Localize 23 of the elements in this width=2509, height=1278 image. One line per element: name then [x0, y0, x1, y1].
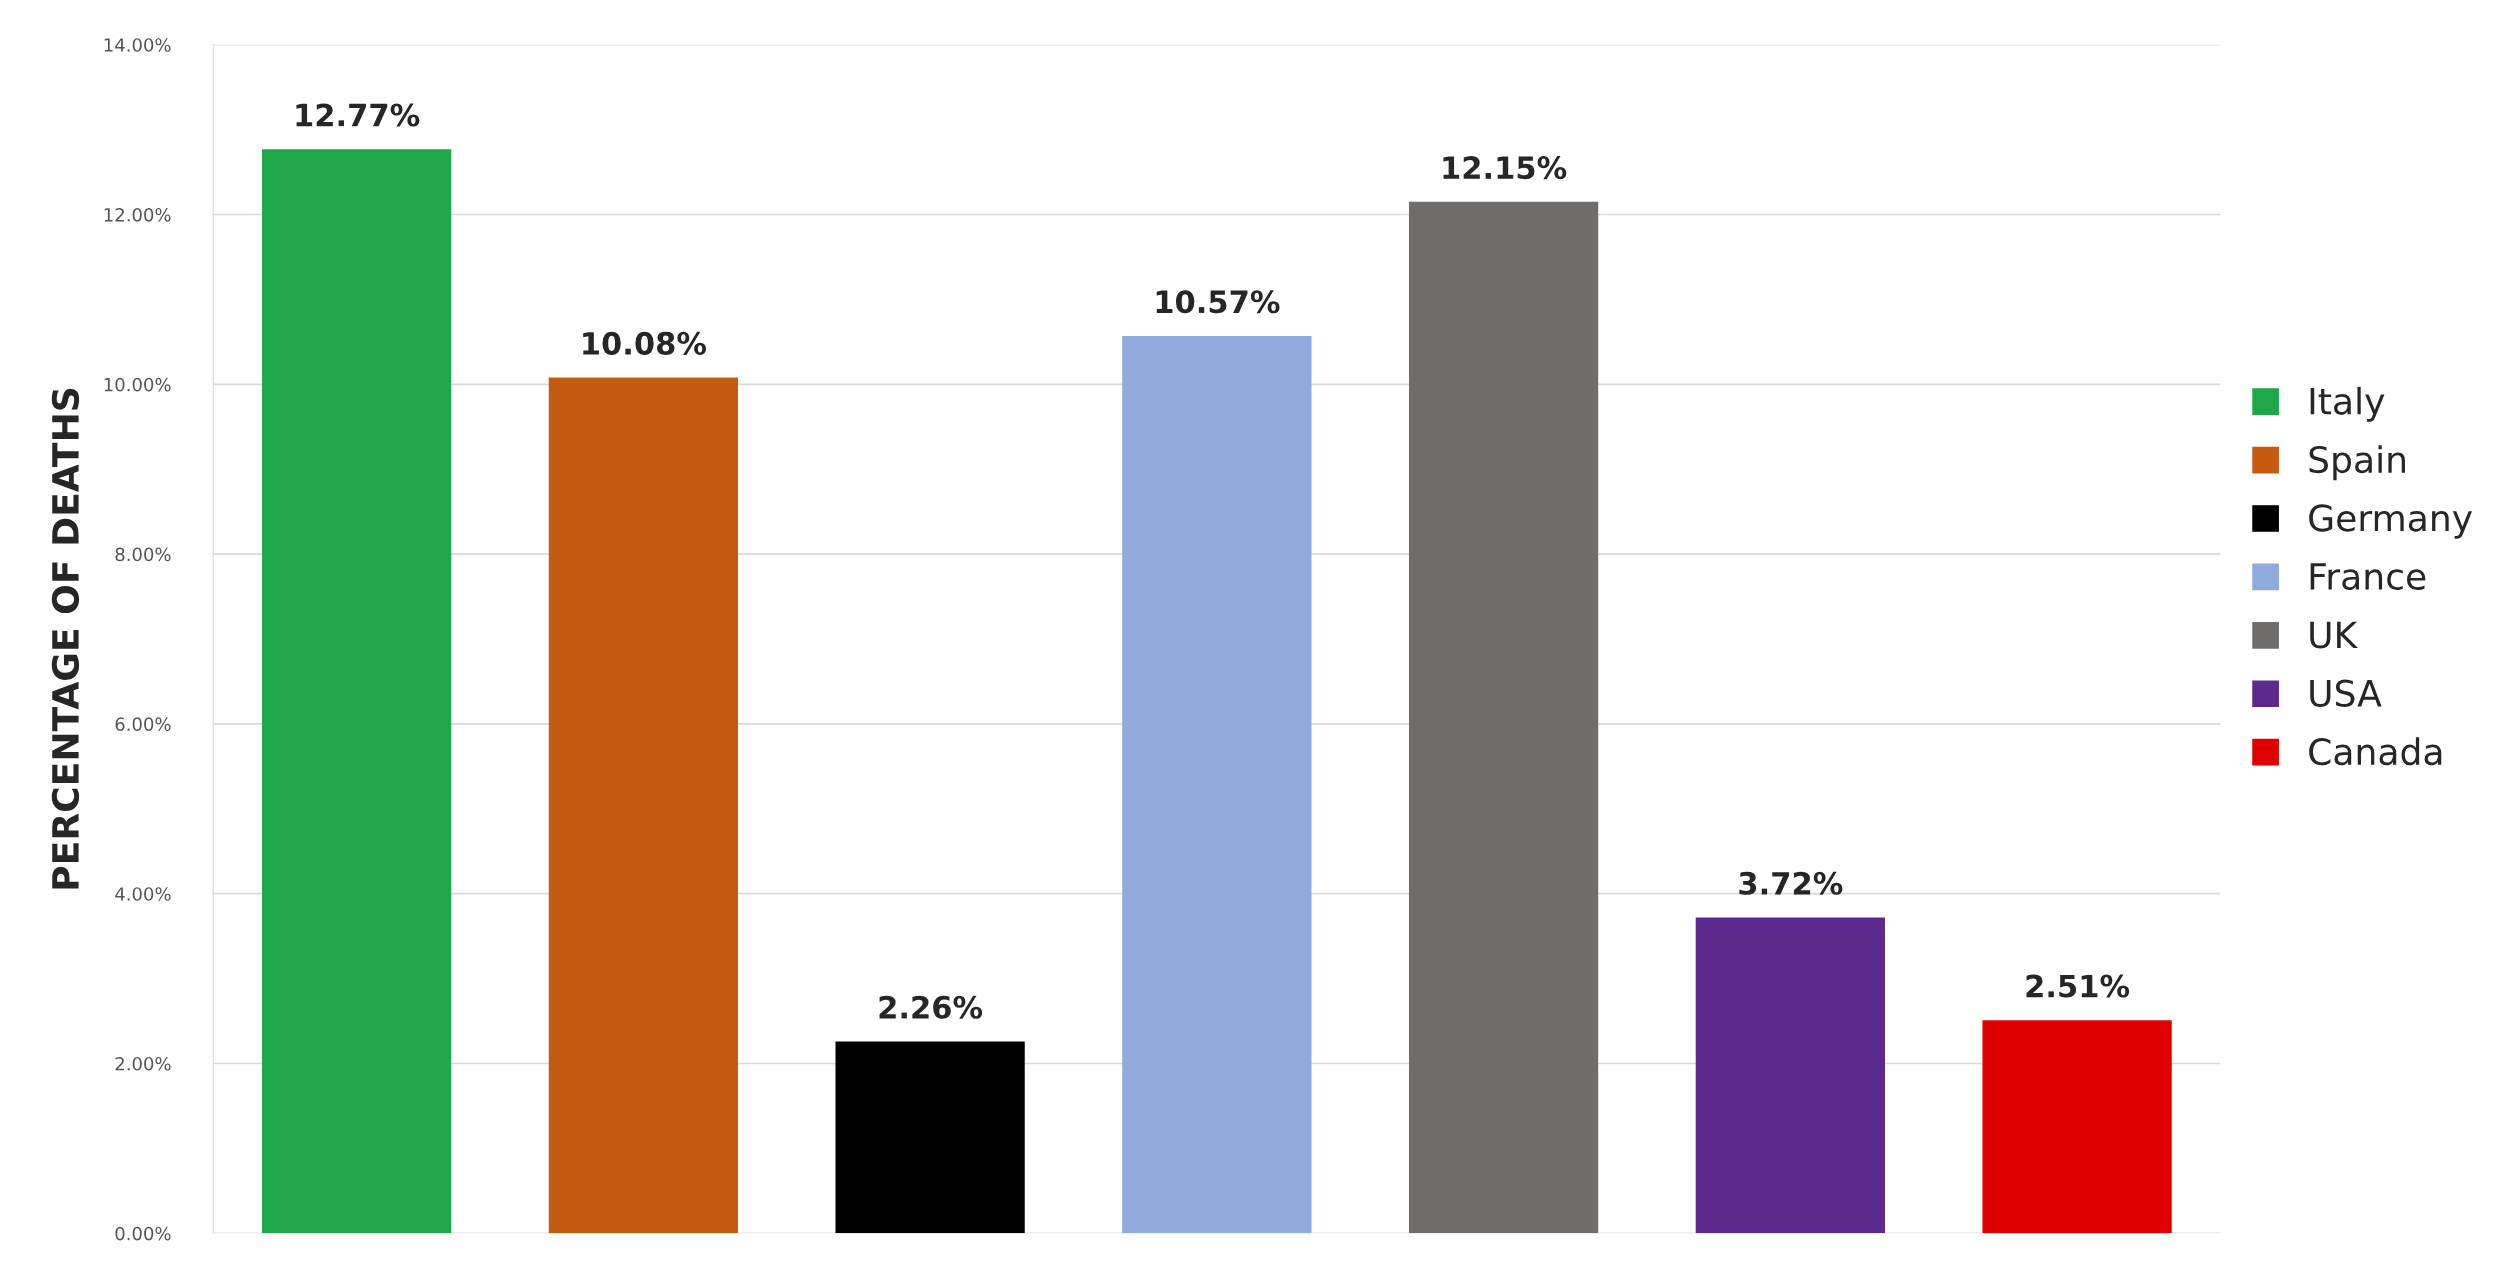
- legend-label: USA: [2310, 679, 2382, 707]
- y-tick-label: 8.00%: [115, 547, 171, 562]
- y-tick-label: 6.00%: [115, 717, 171, 732]
- data-label: 12.77%: [296, 103, 420, 127]
- y-tick-label: 2.00%: [115, 1056, 171, 1071]
- y-tick-label: 12.00%: [104, 207, 171, 222]
- y-tick-label: 14.00%: [104, 38, 171, 52]
- legend-label: Germany: [2309, 504, 2473, 539]
- legend-label: France: [2310, 563, 2426, 591]
- data-label: 10.57%: [1156, 290, 1280, 314]
- legend-label: UK: [2310, 621, 2358, 649]
- legend-label: Canada: [2309, 737, 2442, 766]
- y-tick-label: 4.00%: [115, 887, 171, 901]
- data-label: 10.08%: [583, 331, 707, 355]
- y-tick-label: 0.00%: [115, 1226, 171, 1241]
- y-tick-label: 10.00%: [104, 377, 171, 392]
- data-label: 12.15%: [1443, 156, 1567, 180]
- data-label: 3.72%: [1739, 871, 1843, 895]
- legend-label: Italy: [2310, 386, 2385, 422]
- data-label: 2.51%: [2026, 974, 2130, 998]
- data-label: 2.26%: [879, 995, 983, 1019]
- y-axis-title: PERCENTAGE OF DEATHS: [51, 388, 80, 889]
- legend-label: Spain: [2309, 445, 2405, 481]
